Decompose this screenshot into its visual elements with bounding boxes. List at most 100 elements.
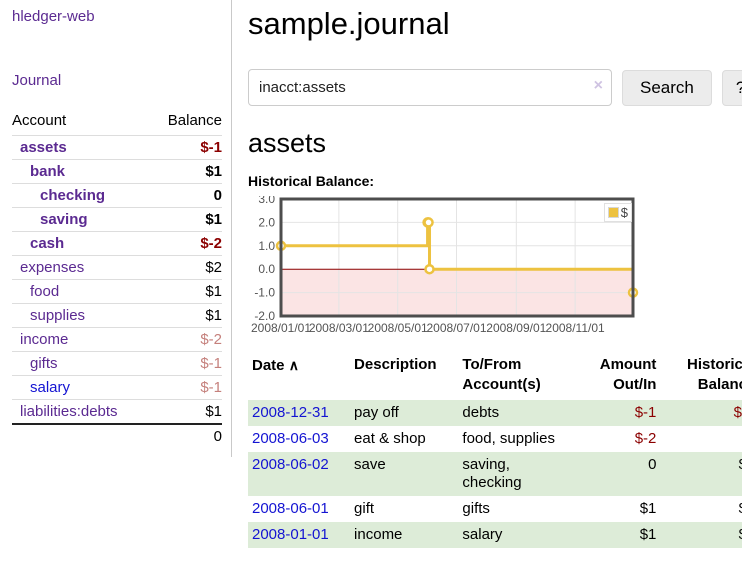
account-row: bank $1 — [12, 159, 222, 184]
account-row: assets $-1 — [12, 135, 222, 160]
svg-text:1.0: 1.0 — [258, 239, 275, 253]
transaction-date-link[interactable]: 2008-01-01 — [252, 526, 329, 543]
chart-legend: $ — [603, 203, 632, 222]
account-heading: assets — [248, 128, 327, 158]
account-link-liabilities-debts[interactable]: liabilities:debts — [20, 403, 118, 420]
account-row: income $-2 — [12, 327, 222, 352]
svg-text:2008/11/01: 2008/11/01 — [546, 321, 605, 335]
chart-title: Historical Balance: — [248, 173, 375, 189]
sort-ascending-icon: ∧ — [288, 357, 299, 373]
register-row: 2008-01-01 income salary $1 $1 — [248, 522, 742, 548]
transaction-amount: $1 — [639, 526, 657, 543]
account-balance: $-2 — [150, 231, 222, 256]
clear-search-icon[interactable]: × — [593, 77, 603, 94]
account-balance: $1 — [150, 279, 222, 304]
transaction-amount: 0 — [648, 456, 657, 473]
transaction-amount: $-1 — [634, 404, 657, 421]
account-link-food[interactable]: food — [30, 283, 60, 300]
svg-text:2008/01/01: 2008/01/01 — [251, 321, 311, 335]
sidebar-item-journal[interactable]: Journal — [12, 72, 62, 89]
historical-balance-chart: 3.0 2.0 1.0 0.0 -1.0 -2.0 2008/01/01 2008/03/01… — [248, 196, 640, 338]
account-row: liabilities:debts $1 — [12, 399, 222, 424]
accounts-total-row: 0 — [12, 423, 222, 448]
account-row: salary $-1 — [12, 375, 222, 400]
register-row: 2008-06-01 gift gifts $1 $2 — [248, 496, 742, 522]
svg-text:2.0: 2.0 — [258, 215, 275, 229]
account-link-assets[interactable]: assets — [20, 139, 67, 156]
transaction-description: pay off — [354, 404, 399, 421]
svg-text:2008/07/01: 2008/07/01 — [426, 321, 486, 335]
accounts-header-account: Account — [12, 112, 67, 129]
sidebar: hledger-web Journal Account Balance asse… — [0, 0, 232, 582]
transaction-balance: $-1 — [733, 404, 742, 421]
search-button[interactable]: Search — [622, 69, 712, 106]
account-row: food $1 — [12, 279, 222, 304]
legend-swatch-icon — [607, 207, 619, 218]
account-link-gifts[interactable]: gifts — [30, 355, 58, 372]
account-balance: $-1 — [150, 375, 222, 400]
sidebar-divider — [231, 0, 232, 457]
register-header-date[interactable]: Date ∧ — [252, 357, 299, 374]
account-row: saving $1 — [12, 207, 222, 232]
main-content: sample.journal × Search ? assets Histori… — [232, 0, 742, 582]
svg-text:0.0: 0.0 — [258, 262, 275, 276]
transaction-amount: $1 — [639, 500, 657, 517]
page-title: sample.journal — [248, 6, 450, 41]
transaction-date-link[interactable]: 2008-06-03 — [252, 430, 329, 447]
brand-link[interactable]: hledger-web — [12, 8, 95, 25]
accounts-total-value: 0 — [150, 423, 222, 448]
accounts-header-balance: Balance — [167, 112, 222, 129]
register-header-balance: Historical Balance — [686, 356, 742, 393]
help-button[interactable]: ? — [721, 69, 742, 106]
transaction-balance: 0 — [660, 426, 742, 452]
transaction-accounts: food, supplies — [462, 430, 555, 447]
account-row: gifts $-1 — [12, 351, 222, 376]
transaction-accounts: gifts — [462, 500, 490, 517]
register-row: 2008-06-02 save saving, checking 0 $2 — [248, 452, 742, 496]
svg-text:2008/03/01: 2008/03/01 — [309, 321, 369, 335]
register-header-amount: Amount Out/In — [599, 356, 657, 393]
register-table: Date ∧ Description To/From Account(s) Am… — [248, 352, 742, 548]
transaction-date-link[interactable]: 2008-12-31 — [252, 404, 329, 421]
transaction-accounts: debts — [462, 404, 500, 421]
register-row: 2008-12-31 pay off debts $-1 $-1 — [248, 400, 742, 426]
register-header-description: Description — [354, 356, 437, 373]
account-link-expenses[interactable]: expenses — [20, 259, 85, 276]
search-input[interactable] — [248, 69, 612, 106]
transaction-description: income — [354, 526, 403, 543]
account-link-cash[interactable]: cash — [30, 235, 65, 252]
register-header-accounts: To/From Account(s) — [462, 356, 541, 393]
account-link-checking[interactable]: checking — [40, 187, 106, 204]
account-balance: 0 — [150, 183, 222, 208]
transaction-description: gift — [354, 500, 375, 517]
account-row: checking 0 — [12, 183, 222, 208]
account-balance: $-2 — [150, 327, 222, 352]
transaction-accounts: saving, checking — [462, 456, 522, 491]
transaction-accounts: salary — [462, 526, 503, 543]
balance-chart-svg: 3.0 2.0 1.0 0.0 -1.0 -2.02008/01/012008/03/01… — [251, 196, 639, 335]
register-header-row: Date ∧ Description To/From Account(s) Am… — [248, 352, 742, 400]
transaction-balance: $2 — [660, 496, 742, 522]
account-row: expenses $2 — [12, 255, 222, 280]
svg-text:-2.0: -2.0 — [254, 309, 275, 323]
transaction-date-link[interactable]: 2008-06-01 — [252, 500, 329, 517]
svg-text:-1.0: -1.0 — [254, 286, 275, 300]
transaction-description: save — [354, 456, 386, 473]
account-link-salary[interactable]: salary — [30, 379, 71, 396]
transaction-description: eat & shop — [354, 430, 426, 447]
account-balance: $-1 — [150, 351, 222, 376]
account-row: cash $-2 — [12, 231, 222, 256]
account-balance: $-1 — [150, 135, 222, 160]
legend-label: $ — [620, 205, 628, 220]
account-balance: $1 — [150, 207, 222, 232]
account-balance: $1 — [150, 303, 222, 328]
account-balance: $1 — [150, 399, 222, 424]
account-link-saving[interactable]: saving — [40, 211, 88, 228]
account-link-income[interactable]: income — [20, 331, 69, 348]
account-link-bank[interactable]: bank — [30, 163, 66, 180]
account-link-supplies[interactable]: supplies — [30, 307, 86, 324]
search-form: × Search ? — [248, 69, 742, 106]
register-row: 2008-06-03 eat & shop food, supplies $-2… — [248, 426, 742, 452]
transaction-date-link[interactable]: 2008-06-02 — [252, 456, 329, 473]
